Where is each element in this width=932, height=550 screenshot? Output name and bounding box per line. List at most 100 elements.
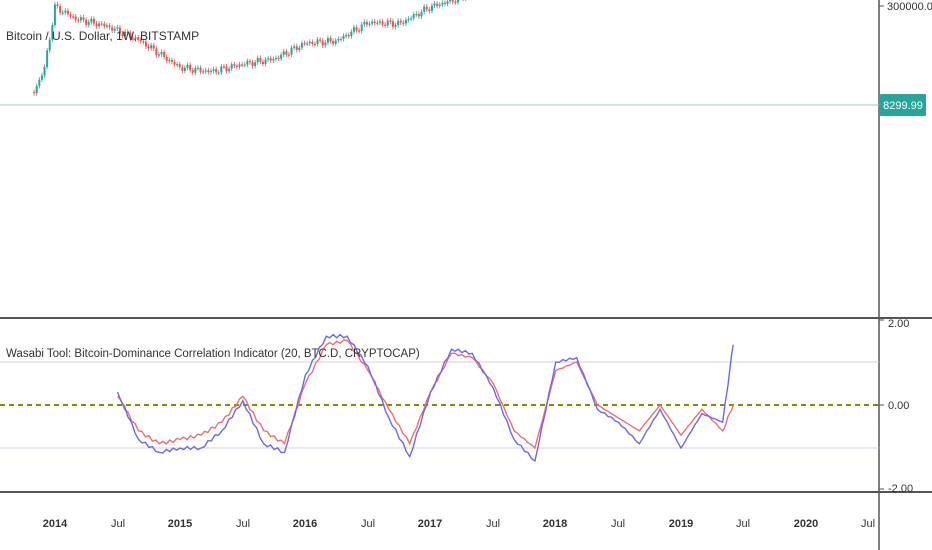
candle bbox=[389, 20, 392, 22]
candle bbox=[217, 72, 220, 74]
candle bbox=[139, 39, 142, 42]
candle bbox=[347, 35, 350, 37]
correlation-line-blue[interactable] bbox=[116, 333, 734, 463]
candlestick-series[interactable] bbox=[33, 0, 721, 96]
candle bbox=[170, 60, 173, 62]
candle bbox=[241, 64, 244, 66]
candle bbox=[209, 71, 212, 73]
candle bbox=[95, 23, 98, 27]
candle bbox=[355, 27, 358, 31]
candle bbox=[230, 64, 233, 69]
candle bbox=[38, 79, 41, 87]
candle bbox=[391, 21, 394, 27]
candle bbox=[277, 57, 280, 60]
candle bbox=[321, 40, 324, 46]
last-price-badge-text: 8299.99 bbox=[883, 100, 923, 112]
candle bbox=[144, 41, 147, 47]
candle bbox=[173, 61, 176, 65]
indicator-pane[interactable]: Wasabi Tool: Bitcoin-Dominance Correlati… bbox=[0, 333, 879, 463]
candle bbox=[150, 45, 153, 49]
candle bbox=[417, 13, 420, 17]
candle bbox=[285, 51, 288, 55]
candle bbox=[433, 3, 436, 6]
candle bbox=[410, 18, 413, 20]
indicator-axis-label-zero: 0.00 bbox=[888, 400, 909, 412]
candle bbox=[243, 64, 246, 66]
candle bbox=[69, 14, 72, 17]
time-axis[interactable]: 2014 Jul 2015 Jul 2016 Jul 2017 Jul 2018… bbox=[43, 518, 875, 530]
candle bbox=[332, 41, 335, 44]
candle bbox=[191, 70, 194, 73]
candle bbox=[233, 64, 236, 66]
candle bbox=[116, 27, 119, 29]
candle bbox=[290, 47, 293, 55]
candle bbox=[165, 56, 168, 61]
candle bbox=[235, 65, 238, 68]
time-label: 2014 bbox=[43, 518, 68, 530]
candle bbox=[155, 48, 158, 56]
candle bbox=[157, 54, 160, 56]
candle bbox=[134, 37, 137, 39]
candle bbox=[404, 19, 407, 24]
candle bbox=[272, 59, 275, 61]
candle bbox=[415, 13, 418, 16]
candle bbox=[207, 70, 210, 73]
candle bbox=[103, 23, 106, 27]
time-label: Jul bbox=[736, 518, 750, 530]
candle bbox=[446, 1, 449, 4]
price-axis-area[interactable] bbox=[879, 0, 932, 550]
candle bbox=[303, 43, 306, 45]
candle bbox=[43, 66, 46, 76]
candle bbox=[111, 27, 114, 31]
candle bbox=[248, 61, 251, 63]
candle bbox=[220, 66, 223, 73]
candle bbox=[51, 25, 54, 40]
candle bbox=[222, 66, 225, 68]
candle bbox=[251, 62, 254, 66]
candle bbox=[373, 21, 376, 24]
main-price-pane[interactable]: Bitcoin / U.S. Dollar, 1W, BITSTAMP bbox=[0, 0, 879, 106]
candle bbox=[48, 39, 51, 51]
candle bbox=[339, 38, 342, 41]
indicator-title[interactable]: Wasabi Tool: Bitcoin-Dominance Correlati… bbox=[6, 348, 420, 360]
candle bbox=[425, 6, 428, 10]
candle bbox=[384, 24, 387, 26]
time-label: 2019 bbox=[669, 518, 693, 530]
time-label: Jul bbox=[111, 518, 125, 530]
candle bbox=[64, 10, 67, 13]
candle bbox=[449, 0, 452, 2]
candle bbox=[105, 25, 108, 27]
candle bbox=[79, 17, 82, 21]
candle bbox=[228, 68, 231, 72]
price-axis-label-top: 300000.00 bbox=[887, 1, 932, 13]
candle bbox=[381, 21, 384, 25]
indicator-axis-label-bottom: -2.00 bbox=[888, 483, 913, 495]
candle bbox=[129, 32, 132, 39]
candle bbox=[121, 33, 124, 37]
candle bbox=[300, 43, 303, 48]
candle bbox=[124, 31, 127, 37]
candle bbox=[204, 70, 207, 72]
candle bbox=[264, 59, 267, 64]
time-label: 2020 bbox=[794, 518, 818, 530]
symbol-title[interactable]: Bitcoin / U.S. Dollar, 1W, BITSTAMP bbox=[6, 29, 199, 43]
candle bbox=[108, 25, 111, 28]
candle bbox=[53, 4, 56, 26]
candle bbox=[246, 61, 249, 65]
candle bbox=[59, 6, 62, 13]
candle bbox=[100, 23, 103, 25]
candle bbox=[443, 2, 446, 5]
time-label: Jul bbox=[486, 518, 500, 530]
candle bbox=[407, 18, 410, 20]
candle bbox=[363, 21, 366, 25]
candle bbox=[326, 37, 329, 43]
candle bbox=[137, 37, 140, 40]
candle bbox=[61, 12, 64, 14]
candle bbox=[316, 39, 319, 44]
candle bbox=[152, 45, 155, 49]
candle bbox=[181, 67, 184, 72]
candle bbox=[118, 27, 121, 34]
time-label: 2017 bbox=[418, 518, 442, 530]
candle bbox=[259, 57, 262, 62]
